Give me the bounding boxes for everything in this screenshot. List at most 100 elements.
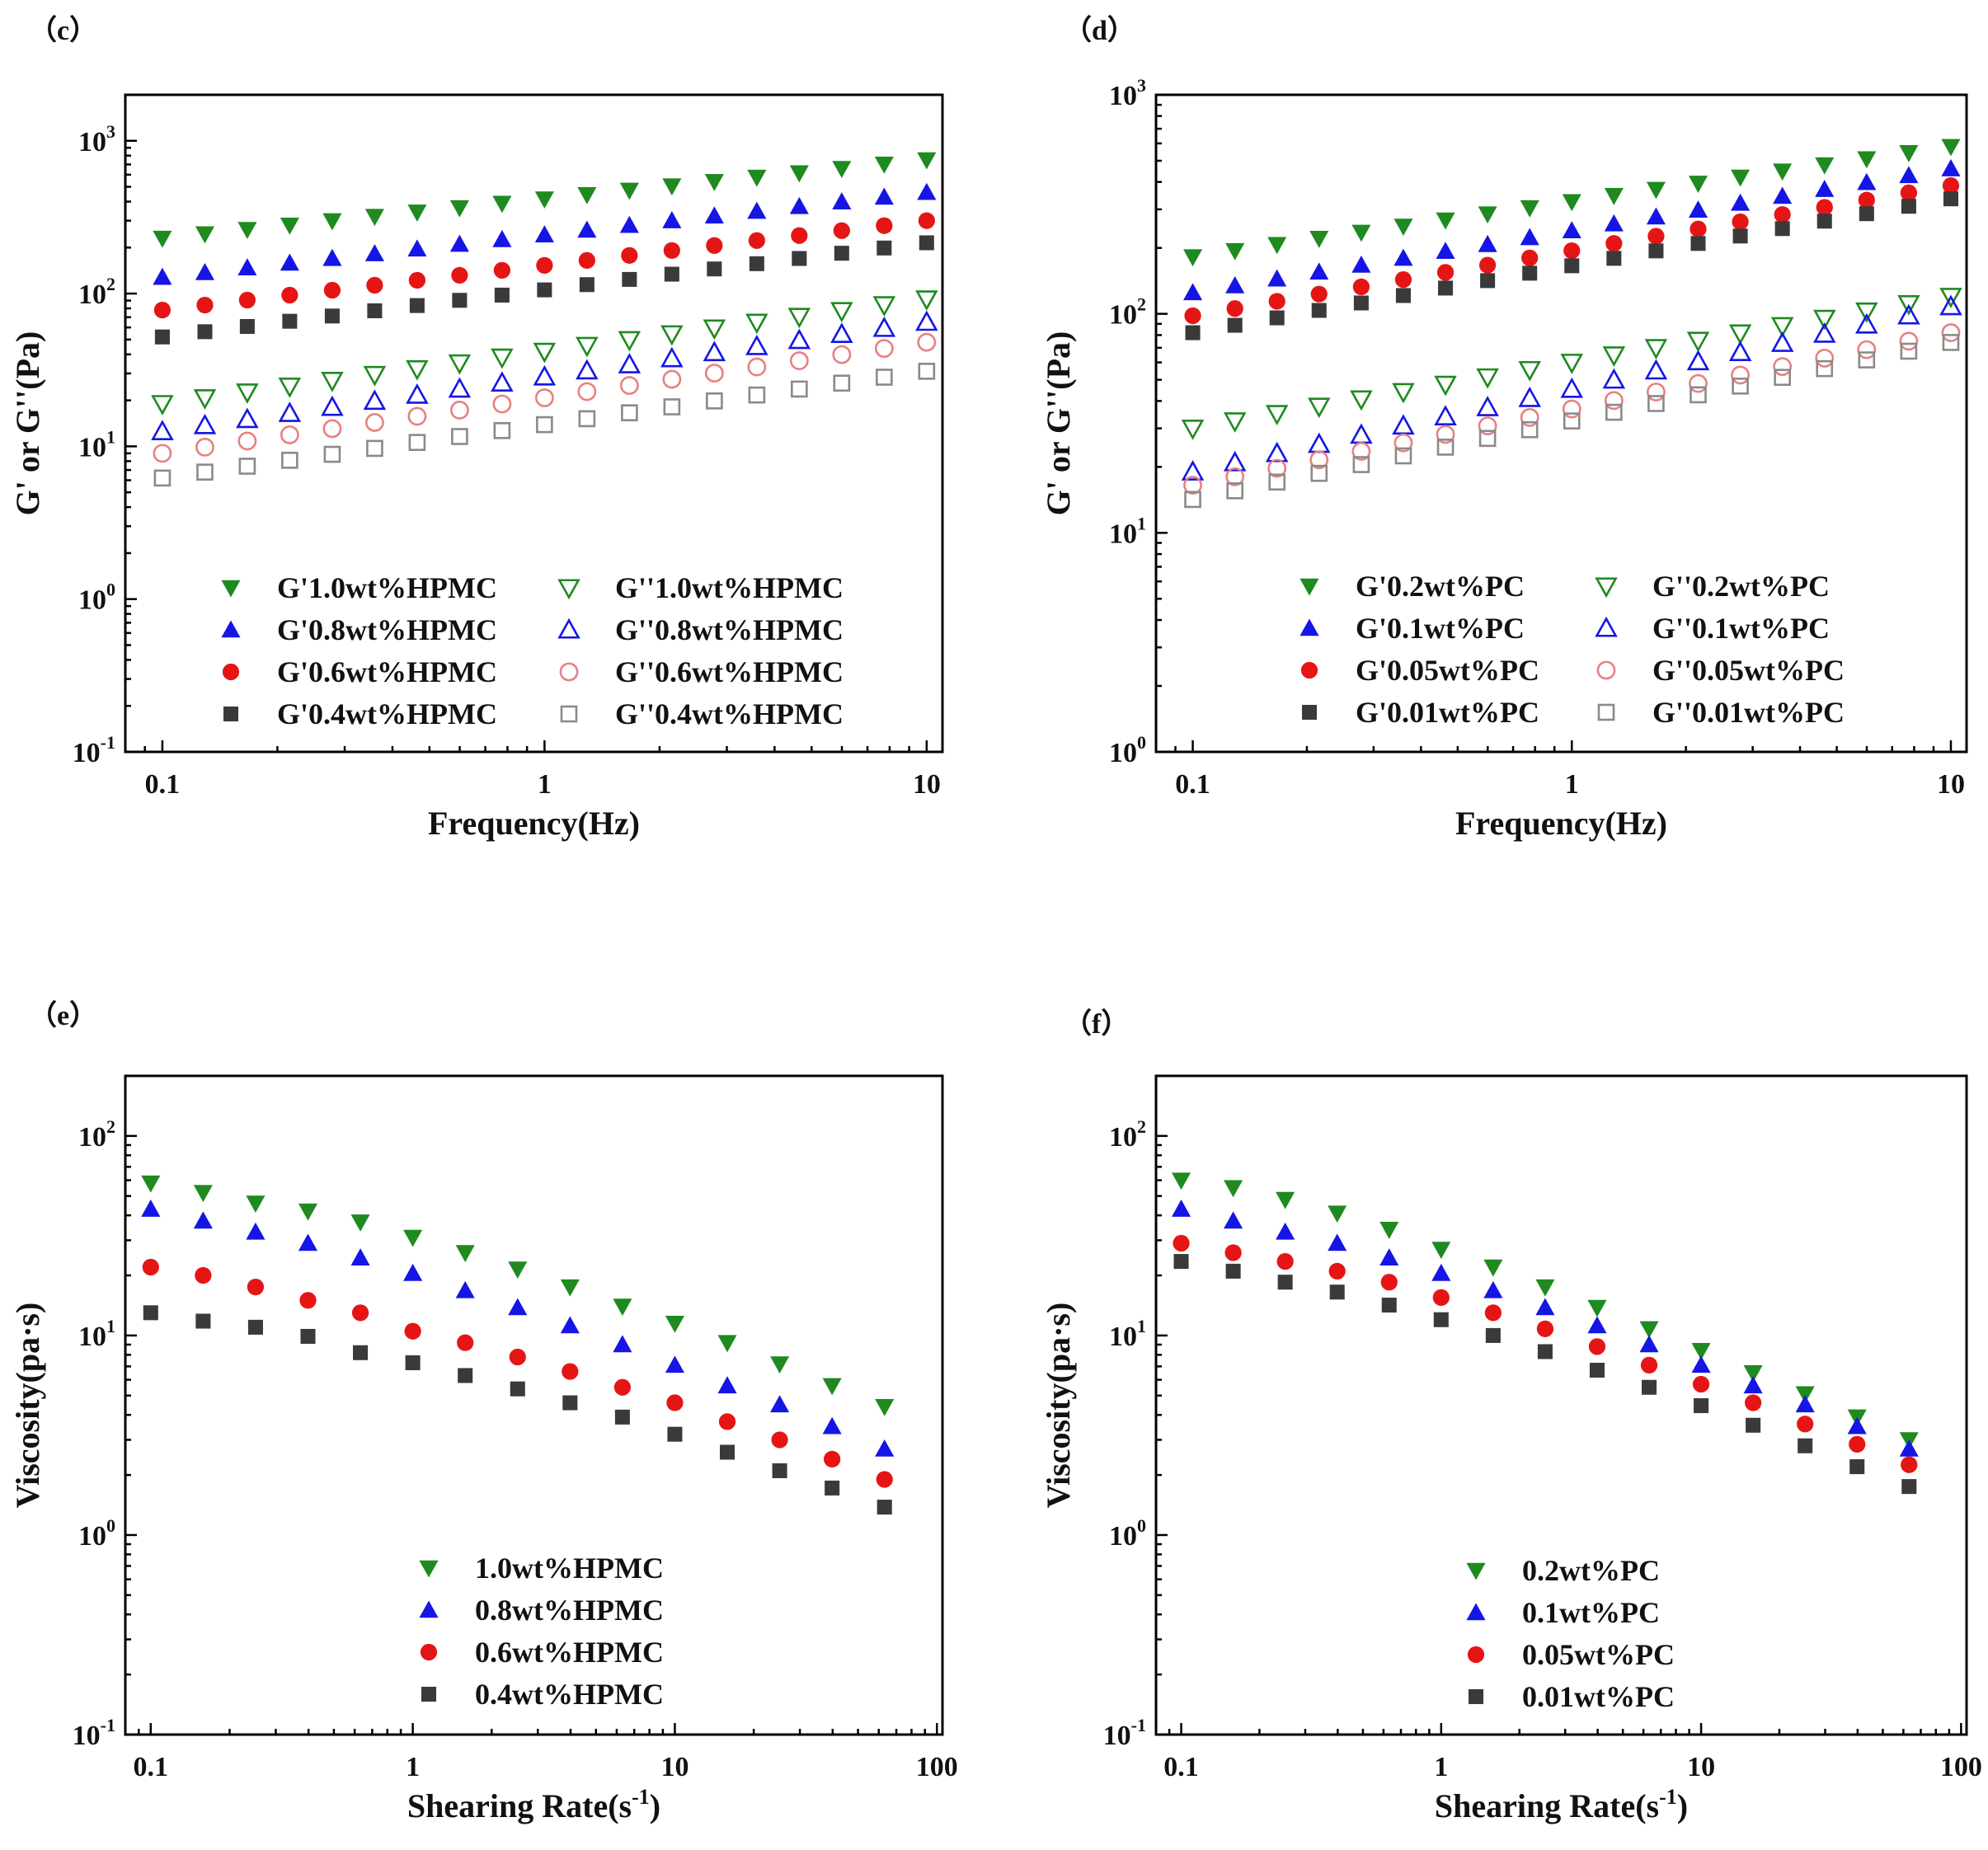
data-point: [237, 222, 257, 240]
data-point: [664, 266, 679, 282]
data-point: [1225, 467, 1245, 486]
data-point: [1644, 339, 1668, 360]
data-point: [1392, 414, 1415, 435]
legend-item: G'0.2wt%PC: [1299, 570, 1525, 603]
data-point: [1172, 1200, 1191, 1217]
data-point: [1483, 1280, 1503, 1298]
data-point: [1797, 1416, 1814, 1433]
data-point: [833, 374, 851, 392]
data-point: [872, 316, 896, 337]
data-point: [491, 371, 514, 392]
data-point: [1436, 425, 1455, 444]
data-point: [1181, 420, 1205, 440]
data-point: [247, 1278, 265, 1296]
data-point: [1265, 405, 1289, 426]
data-point: [236, 407, 259, 429]
data-point: [1587, 1299, 1607, 1317]
data-point: [1225, 242, 1245, 261]
data-point: [1639, 1335, 1659, 1353]
data-point: [665, 1315, 684, 1333]
data-point: [322, 248, 342, 266]
data-point: [1691, 1342, 1711, 1360]
legend-item: G''0.1wt%PC: [1595, 612, 1830, 645]
data-point: [613, 1335, 632, 1353]
data-point: [197, 324, 213, 340]
data-point: [1812, 322, 1836, 343]
data-point: [1394, 271, 1412, 289]
data-point: [1223, 412, 1247, 433]
data-point: [1350, 390, 1373, 411]
data-point: [577, 382, 597, 401]
data-point: [706, 392, 723, 410]
data-point: [1774, 221, 1790, 237]
legend-item: G''0.6wt%HPMC: [559, 655, 844, 688]
x-tick-label: 10: [913, 769, 941, 800]
legend-label: G'0.4wt%HPMC: [277, 697, 497, 730]
legend-marker: [1300, 661, 1318, 679]
data-point: [281, 451, 298, 469]
series-2: [142, 1258, 893, 1488]
data-point: [1816, 359, 1834, 378]
data-point: [323, 445, 341, 463]
legend-label: G'0.01wt%PC: [1356, 696, 1539, 729]
data-point: [789, 165, 809, 183]
data-point: [1353, 295, 1369, 311]
data-point: [1897, 303, 1920, 325]
data-point: [1185, 325, 1201, 340]
data-point: [619, 376, 639, 395]
data-point: [1941, 139, 1961, 157]
data-point: [1478, 234, 1497, 252]
data-point: [749, 256, 764, 271]
data-point: [1267, 269, 1287, 287]
data-point: [1478, 206, 1497, 224]
legend-label: 0.2wt%PC: [1522, 1554, 1660, 1587]
data-point: [1225, 276, 1245, 293]
data-point: [614, 1409, 630, 1425]
legend-item: 1.0wt%HPMC: [419, 1552, 664, 1585]
legend-item: 0.2wt%PC: [1466, 1554, 1660, 1587]
data-point: [364, 209, 384, 227]
data-point: [1223, 450, 1247, 472]
x-tick-label: 0.1: [1175, 769, 1210, 800]
y-tick-label: 101: [78, 1316, 115, 1352]
data-point: [833, 222, 850, 239]
data-point: [1773, 186, 1793, 204]
data-point: [577, 186, 597, 204]
data-point: [1587, 1316, 1607, 1334]
data-point: [448, 377, 472, 398]
data-point: [719, 1444, 736, 1460]
legend-label: G''0.01wt%PC: [1652, 696, 1845, 729]
data-point: [406, 383, 429, 404]
data-point: [1731, 193, 1751, 211]
data-point: [579, 277, 595, 293]
data-point: [1686, 331, 1710, 353]
data-point: [449, 401, 469, 420]
data-point: [919, 235, 934, 251]
y-tick-label: 100: [78, 580, 115, 616]
data-point: [830, 302, 853, 323]
data-point: [509, 1348, 526, 1366]
series-6: [153, 332, 937, 463]
data-point: [1897, 294, 1920, 316]
data-point: [745, 313, 768, 335]
x-tick-label: 1: [406, 1752, 420, 1782]
data-point: [1815, 180, 1835, 197]
data-point: [1686, 350, 1710, 371]
series-2: [153, 212, 935, 319]
data-point: [1478, 430, 1497, 448]
data-point: [576, 336, 599, 358]
data-point: [662, 211, 682, 228]
data-point: [1604, 214, 1624, 232]
data-point: [1183, 249, 1203, 267]
data-point: [825, 1480, 840, 1495]
data-point: [618, 353, 642, 373]
data-point: [1795, 1386, 1815, 1404]
data-point: [1381, 1298, 1397, 1313]
data-point: [1639, 1321, 1659, 1339]
legend-marker: [223, 706, 239, 722]
legend-marker: [1467, 1646, 1485, 1664]
data-point: [876, 369, 893, 386]
data-point: [239, 319, 255, 335]
data-point: [457, 1334, 474, 1351]
data-point: [493, 421, 511, 439]
